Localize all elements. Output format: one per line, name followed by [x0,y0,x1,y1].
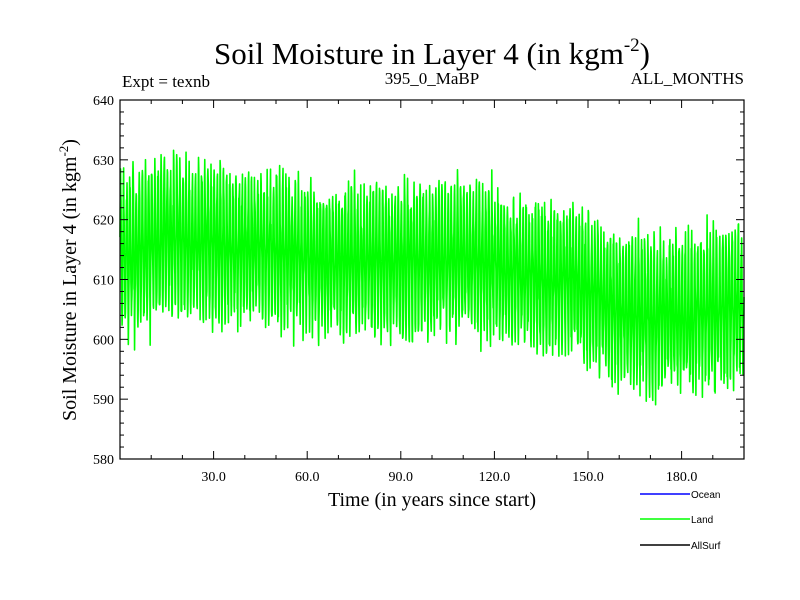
x-tick-label: 60.0 [295,470,320,485]
y-tick-label: 620 [93,214,114,229]
plot-frame [119,99,745,460]
y-tick-labels: 580 590 600 610 620 630 640 [93,94,114,468]
y-tick-label: 610 [93,274,114,289]
months-label: ALL_MONTHS [631,69,744,88]
x-tick-label: 150.0 [572,470,604,485]
experiment-label: Expt = texnb [122,72,210,91]
legend-label-ocean: Ocean [691,490,720,501]
x-tick-label: 180.0 [666,470,698,485]
legend-label-allsurf: AllSurf [691,541,721,552]
plot-area [119,99,745,460]
y-tick-label: 630 [93,154,114,169]
x-tick-label: 30.0 [201,470,226,485]
series-line-land [119,149,745,406]
chart-title: Soil Moisture in Layer 4 (in kgm-2) [214,35,650,71]
x-axis-label: Time (in years since start) [328,489,536,511]
y-axis-label: Soil Moisture in Layer 4 (in kgm-2) [56,139,81,421]
legend: Ocean Land AllSurf [640,490,721,552]
y-tick-label: 640 [93,94,114,109]
x-tick-label: 90.0 [389,470,414,485]
y-tick-label: 590 [93,393,114,408]
legend-label-land: Land [691,515,713,526]
y-tick-label: 580 [93,453,114,468]
x-tick-labels: 30.0 60.0 90.0 120.0 150.0 180.0 [201,470,697,485]
period-label: 395_0_MaBP [385,69,479,88]
series-layer [119,149,745,406]
x-tick-label: 120.0 [479,470,511,485]
y-tick-label: 600 [93,333,114,348]
